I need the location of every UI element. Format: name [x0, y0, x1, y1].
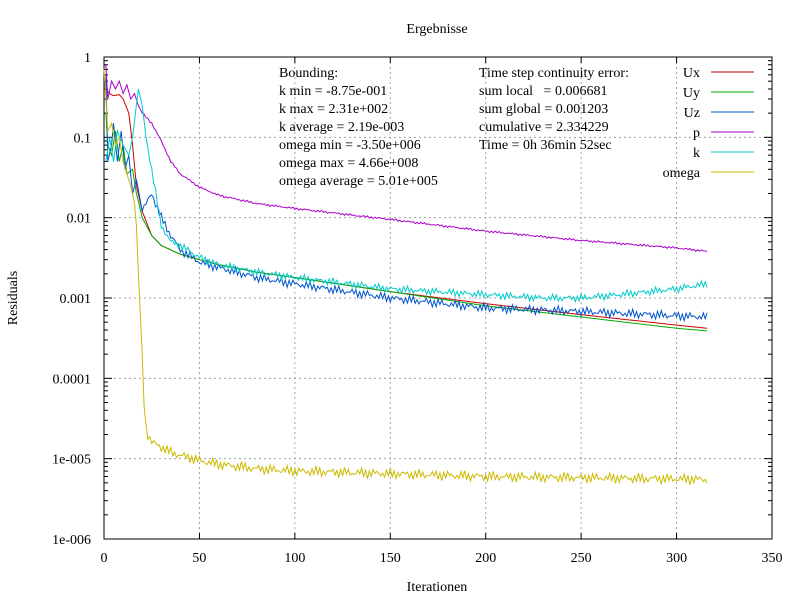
series-line-Uz: [105, 74, 708, 323]
series-line-p: [105, 64, 708, 252]
continuity-line: Time = 0h 36min 52sec: [479, 138, 612, 153]
x-tick-label: 50: [192, 551, 206, 566]
series-line-omega: [103, 69, 708, 485]
bounding-line: k average = 2.19e-003: [279, 120, 404, 135]
legend: Ux Uy Uz pk omega: [663, 66, 754, 181]
bounding-annotation: Bounding: k min = -8.75e-001 k max = 2.31e…: [279, 66, 438, 189]
y-tick-label: 0.01: [67, 212, 92, 227]
series-line-k: [105, 88, 708, 304]
legend-label: Uz: [684, 106, 700, 121]
x-tick-label: 100: [284, 551, 305, 566]
bounding-line: k min = -8.75e-001: [279, 84, 387, 99]
continuity-annotation: Time step continuity error: sum local = 0…: [479, 66, 629, 153]
y-tick-label: 0.0001: [53, 372, 92, 387]
legend-label: k: [693, 146, 700, 161]
continuity-line: Time step continuity error:: [479, 66, 629, 81]
chart-title: Ergebnisse: [406, 22, 467, 37]
y-tick-label: 0.001: [60, 292, 92, 307]
y-axis-label: Residuals: [6, 271, 21, 325]
y-tick-label: 1e-005: [52, 453, 91, 468]
bounding-line: omega average = 5.01e+005: [279, 174, 438, 189]
x-tick-label: 150: [380, 551, 401, 566]
x-tick-label: 250: [571, 551, 592, 566]
x-tick-label: 200: [475, 551, 496, 566]
bounding-line: Bounding:: [279, 66, 338, 81]
legend-label: p: [693, 126, 700, 141]
x-tick-label: 300: [666, 551, 687, 566]
continuity-line: cumulative = 2.334229: [479, 120, 609, 135]
legend-label: Uy: [683, 86, 700, 101]
y-tick-label: 1e-006: [52, 533, 91, 548]
axis-ticks: 0 50 100 150 200 250 300 350 1 0.1 0.01 0.001 0.0001…: [52, 51, 782, 566]
bounding-line: omega max = 4.66e+008: [279, 156, 418, 171]
bounding-line: omega min = -3.50e+006: [279, 138, 421, 153]
bounding-line: k max = 2.31e+002: [279, 102, 388, 117]
legend-label: omega: [663, 166, 701, 181]
series-lines: [103, 64, 708, 485]
continuity-line: sum local = 0.006681: [479, 84, 607, 99]
x-axis-label: Iterationen: [407, 580, 468, 595]
grid-lines: [104, 57, 772, 539]
x-tick-label: 350: [762, 551, 783, 566]
y-tick-label: 1: [84, 51, 91, 66]
legend-label: Ux: [683, 66, 700, 81]
continuity-line: sum global = 0.001203: [479, 102, 608, 117]
y-tick-label: 0.1: [74, 131, 92, 146]
x-tick-label: 0: [101, 551, 108, 566]
series-line-Ux: [105, 88, 708, 329]
